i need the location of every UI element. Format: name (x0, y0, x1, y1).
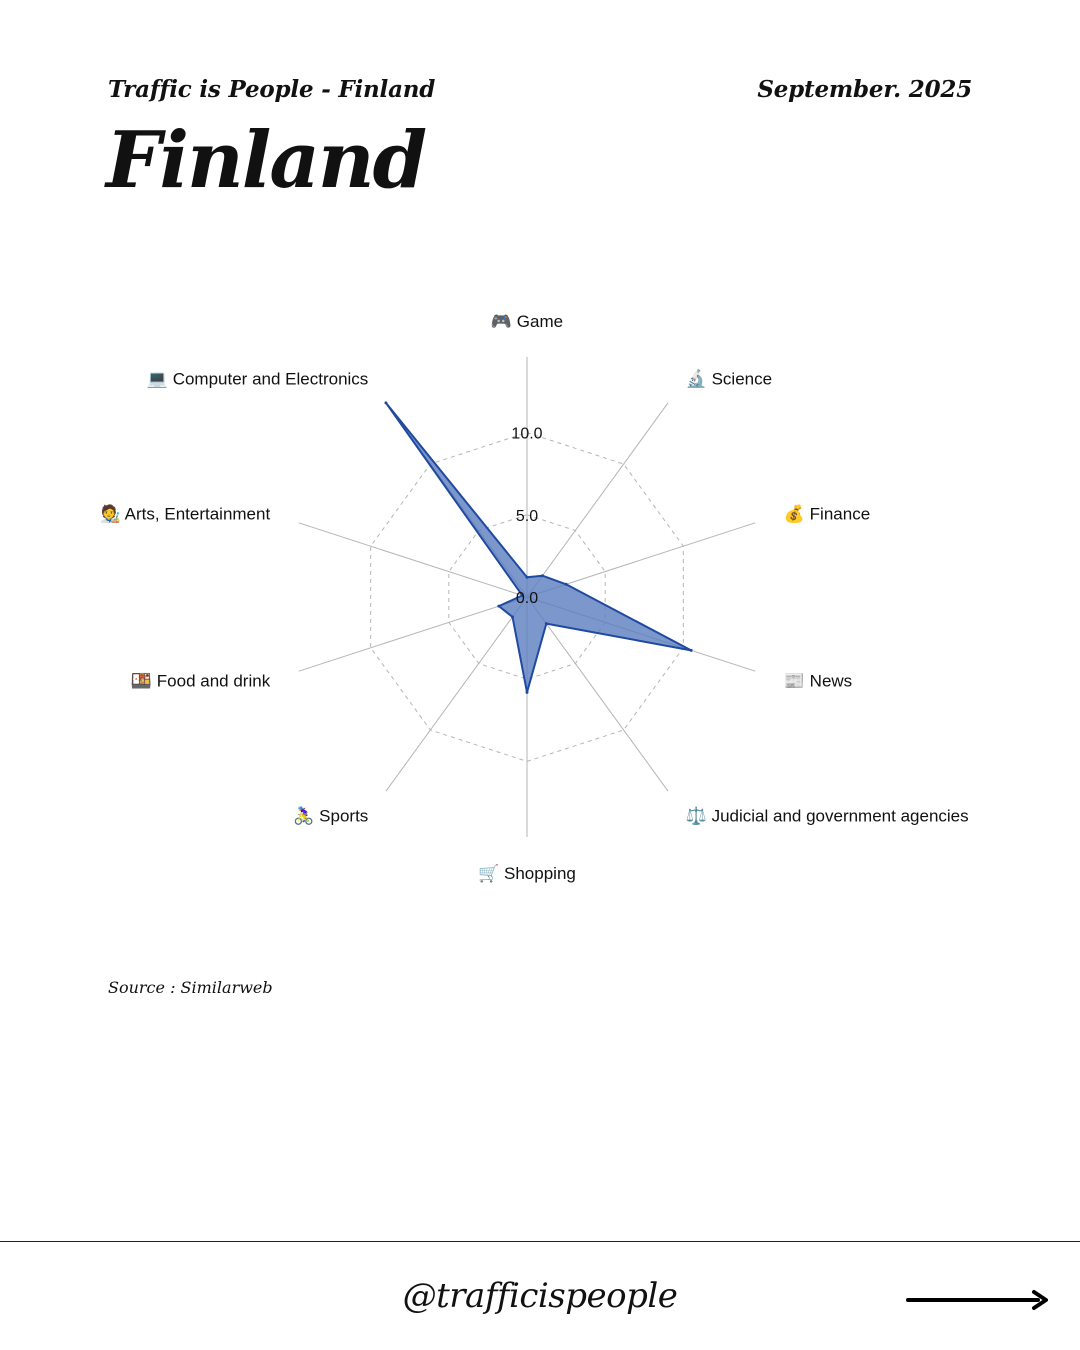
arrow-right-icon[interactable] (906, 1288, 1048, 1312)
radar-chart-area: 0.0 5.0 10.0 🎮 Game 🔬 Science 💰 Finance 📰 News… (100, 312, 969, 883)
data-point (689, 648, 693, 652)
data-area (384, 401, 693, 694)
data-point (520, 593, 524, 597)
page-title: Finland (106, 115, 427, 206)
category-label: 💻 Computer and Electronics (147, 370, 368, 389)
header-date: September. 2025 (757, 76, 972, 103)
axis-spoke (298, 596, 528, 672)
footer-divider (0, 1241, 1080, 1242)
data-point (540, 574, 544, 578)
axis-spoke (526, 402, 669, 598)
tick-label: 10.0 (511, 426, 542, 443)
category-label: 💰 Finance (784, 504, 870, 525)
category-label: 🧑‍🎨 Arts, Entertainment (100, 504, 271, 524)
category-label: 🍱 Food and drink (131, 671, 271, 690)
category-label: 🚴‍♀️ Sports (293, 805, 368, 825)
data-point (384, 401, 388, 405)
category-label: 🛒 Shopping (478, 863, 576, 883)
axis-spoke (526, 596, 669, 792)
data-point (564, 582, 568, 586)
tick-label: 5.0 (516, 508, 538, 525)
category-label: 📰 News (784, 671, 852, 690)
header-left-title: Traffic is People - Finland (108, 76, 436, 103)
data-point (511, 615, 515, 619)
axis-spoke (298, 522, 528, 598)
category-label: 🔬 Science (686, 369, 772, 389)
source-note: Source : Similarweb (108, 978, 273, 997)
data-point (497, 604, 501, 608)
data-point (544, 622, 548, 626)
radar-chart: 0.0 5.0 10.0 🎮 Game 🔬 Science 💰 Finance 📰 News… (100, 312, 969, 883)
data-point (525, 575, 529, 579)
category-label: ⚖️ Judicial and government agencies (686, 805, 969, 825)
footer-handle: @trafficispeople (402, 1276, 678, 1316)
data-point (525, 690, 529, 694)
tick-label: 0.0 (516, 590, 538, 607)
axis-spoke (385, 596, 528, 792)
category-label: 🎮 Game (491, 312, 563, 331)
